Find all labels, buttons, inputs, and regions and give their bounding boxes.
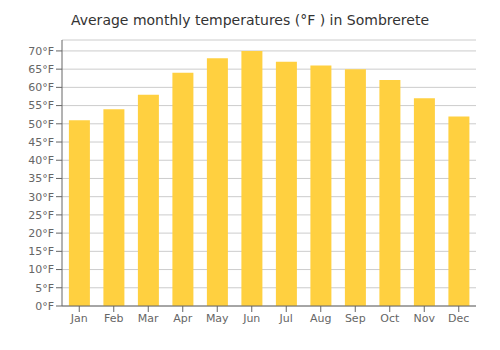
svg-text:70°F: 70°F [28, 45, 54, 58]
svg-text:Sep: Sep [345, 312, 366, 325]
svg-text:15°F: 15°F [28, 245, 54, 258]
svg-text:Jun: Jun [242, 312, 260, 325]
svg-text:Nov: Nov [414, 312, 436, 325]
svg-text:55°F: 55°F [28, 99, 54, 112]
svg-text:5°F: 5°F [35, 282, 54, 295]
svg-text:Mar: Mar [138, 312, 159, 325]
svg-text:60°F: 60°F [28, 81, 54, 94]
svg-text:10°F: 10°F [28, 263, 54, 276]
svg-text:40°F: 40°F [28, 154, 54, 167]
svg-text:Apr: Apr [173, 312, 193, 325]
svg-text:May: May [206, 312, 229, 325]
svg-text:25°F: 25°F [28, 209, 54, 222]
svg-text:20°F: 20°F [28, 227, 54, 240]
svg-text:35°F: 35°F [28, 172, 54, 185]
svg-text:30°F: 30°F [28, 191, 54, 204]
svg-text:Jan: Jan [70, 312, 88, 325]
svg-text:50°F: 50°F [28, 118, 54, 131]
svg-text:Oct: Oct [380, 312, 400, 325]
svg-text:0°F: 0°F [35, 300, 54, 313]
svg-text:Feb: Feb [104, 312, 123, 325]
html-text:Average monthly temperatures (: Average monthly temperatures (°F ) in So… [71, 12, 429, 28]
svg-text:Aug: Aug [310, 312, 331, 325]
svg-text:45°F: 45°F [28, 136, 54, 149]
svg-text:Jul: Jul [279, 312, 293, 325]
svg-text:65°F: 65°F [28, 63, 54, 76]
svg-text:Dec: Dec [448, 312, 469, 325]
